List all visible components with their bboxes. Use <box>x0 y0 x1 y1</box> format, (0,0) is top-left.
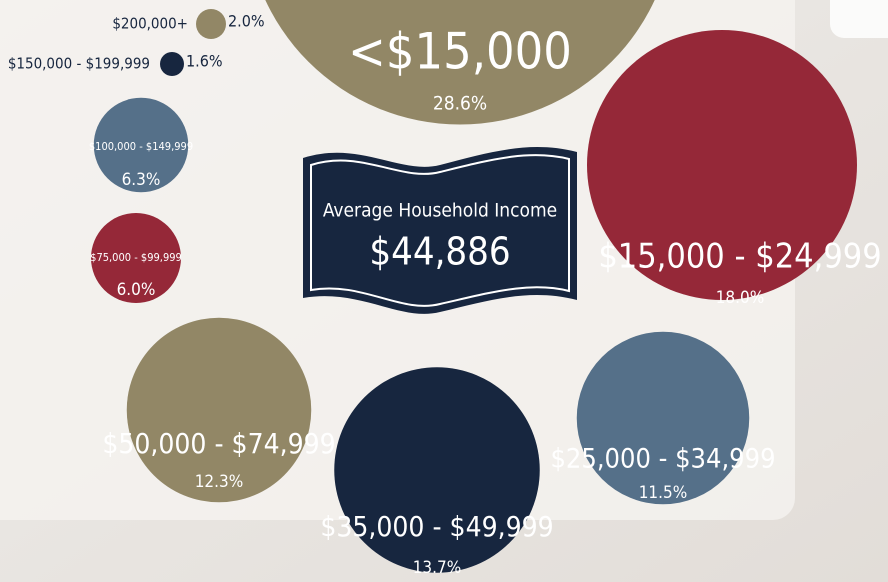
bubble <box>576 331 750 505</box>
bubble <box>196 9 226 39</box>
value-label: 12.3% <box>195 472 244 492</box>
bubble <box>265 0 655 125</box>
category-label: $150,000 - $199,999 <box>8 55 150 73</box>
category-label: $75,000 - $99,999 <box>90 251 182 264</box>
bubble <box>587 30 857 300</box>
category-label: $50,000 - $74,999 <box>102 427 335 460</box>
banner-title: Average Household Income <box>323 200 557 222</box>
bubble <box>93 97 189 193</box>
category-label: $25,000 - $34,999 <box>550 444 775 475</box>
category-label: $100,000 - $149,999 <box>89 140 193 153</box>
value-label: 11.5% <box>639 483 688 503</box>
value-label: 18.0% <box>716 288 765 308</box>
banner-value: $44,886 <box>369 230 510 274</box>
bubble <box>126 317 312 503</box>
banner-border <box>310 154 570 307</box>
bubble <box>91 213 181 303</box>
category-label: $200,000+ <box>112 15 188 33</box>
bubble <box>334 367 540 573</box>
banner: Average Household Income $44,886 <box>303 147 577 314</box>
bubble <box>160 52 184 76</box>
value-label: 28.6% <box>433 93 487 115</box>
bubbles: <$15,000 28.6% $15,000 - $24,999 18.0% $25,0… <box>8 0 882 578</box>
category-label: $35,000 - $49,999 <box>320 510 553 543</box>
corner-panel <box>830 0 888 38</box>
value-label: 13.7% <box>413 558 462 578</box>
value-label: 6.0% <box>117 280 156 300</box>
banner-shape <box>303 147 577 314</box>
value-label: 2.0% <box>228 12 265 31</box>
value-label: 6.3% <box>122 170 161 190</box>
value-label: 1.6% <box>186 52 223 71</box>
category-label: $15,000 - $24,999 <box>598 237 881 277</box>
category-label: <$15,000 <box>348 23 572 81</box>
